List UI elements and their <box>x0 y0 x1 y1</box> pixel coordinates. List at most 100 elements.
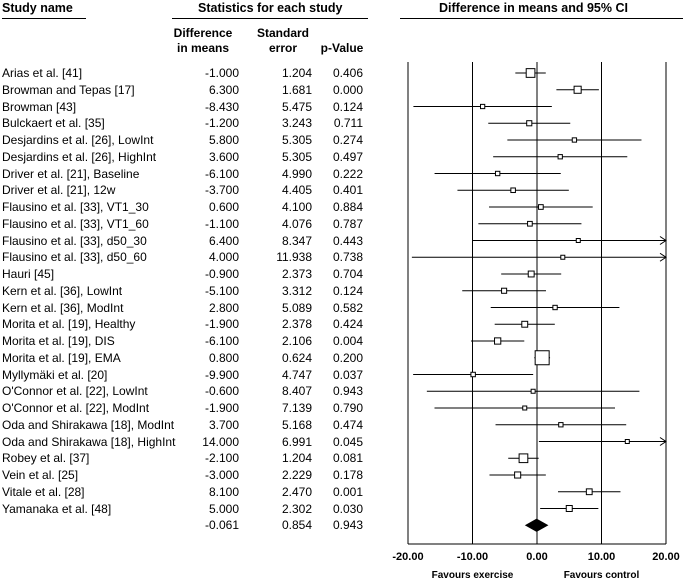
effect-square <box>557 154 563 160</box>
se-value: 3.312 <box>281 283 312 298</box>
effect-square <box>530 388 536 394</box>
diff-value: 3.700 <box>208 417 239 432</box>
se-value: 5.475 <box>281 99 312 114</box>
statistics-header: Statistics for each study <box>198 1 343 15</box>
se-value: 7.139 <box>281 401 312 415</box>
effect-square <box>585 488 593 496</box>
se-value: 4.990 <box>281 166 312 181</box>
diff-value: 0.600 <box>208 200 239 214</box>
p-value: 0.274 <box>332 133 363 147</box>
study-name: Flausino et al. [33], d50_60 <box>2 250 147 265</box>
p-value: 0.406 <box>332 66 363 80</box>
study-name-underline <box>2 18 86 19</box>
diff-value: -1.000 <box>204 66 239 80</box>
p-value: 0.884 <box>332 200 363 214</box>
diff-value: -3.000 <box>204 468 239 482</box>
study-name: Browman [43] <box>2 99 77 114</box>
study-name: Robey et al. [37] <box>2 451 90 466</box>
x-tick-label: 20.00 <box>652 551 680 563</box>
diff-value: 6.400 <box>208 233 239 248</box>
study-name: Flausino et al. [33], VT1_30 <box>2 200 149 214</box>
effect-square <box>501 287 508 294</box>
x-tick-label: 10.00 <box>588 551 616 563</box>
effect-square <box>573 85 582 94</box>
p-value: 0.704 <box>332 267 363 281</box>
favours-exercise-label: Favours exercise <box>432 570 514 578</box>
p-value: 0.582 <box>332 300 363 315</box>
p-value: 0.200 <box>332 350 363 365</box>
se-value: 2.302 <box>281 501 312 516</box>
se-value: 3.243 <box>281 116 312 131</box>
p-value: 0.004 <box>332 334 363 348</box>
se-value: 4.405 <box>281 183 312 198</box>
se-column-header: Standard error <box>252 26 314 56</box>
study-name: Kern et al. [36], LowInt <box>2 283 123 298</box>
summary-diamond <box>524 518 549 532</box>
p-value: 0.001 <box>332 484 363 499</box>
diff-value: 5.800 <box>208 133 239 147</box>
p-value: 0.738 <box>332 250 363 265</box>
study-name: Myllymäki et al. [20] <box>2 367 108 382</box>
se-value: 5.168 <box>281 417 312 432</box>
effect-square <box>575 238 581 243</box>
study-name: Arias et al. [41] <box>2 66 83 80</box>
diff-value: -2.100 <box>204 451 239 466</box>
p-column-header: p-Value <box>320 41 364 55</box>
effect-square <box>494 170 501 177</box>
summary-diff-value: -0.061 <box>204 518 239 533</box>
ci-arrow <box>659 437 667 446</box>
se-value: 1.204 <box>281 66 312 80</box>
se-value: 5.305 <box>281 133 312 147</box>
p-value: 0.424 <box>332 317 363 332</box>
se-value: 0.624 <box>281 350 312 365</box>
study-name: Oda and Shirakawa [18], HighInt <box>2 434 176 449</box>
diff-value: -6.100 <box>204 166 239 181</box>
effect-square <box>552 304 558 311</box>
effect-square <box>470 371 476 378</box>
diff-column-header: Difference in means <box>164 26 242 56</box>
diff-value: 5.000 <box>208 501 239 516</box>
diff-value: -1.200 <box>204 116 239 131</box>
se-value: 4.747 <box>281 367 312 382</box>
diff-value: -3.700 <box>204 183 239 198</box>
se-value: 2.378 <box>281 317 312 332</box>
diff-value: 0.800 <box>208 350 239 365</box>
diff-value: 2.800 <box>208 300 239 315</box>
x-tick-label: -20.00 <box>392 551 423 563</box>
study-name: Yamanaka et al. [48] <box>2 501 112 516</box>
p-value: 0.000 <box>332 82 363 97</box>
se-value: 1.204 <box>281 451 312 466</box>
study-name: Vein et al. [25] <box>2 468 79 482</box>
study-name: Desjardins et al. [26], LowInt <box>2 133 154 147</box>
diff-value: -5.100 <box>204 283 239 298</box>
study-name: Hauri [45] <box>2 267 55 281</box>
effect-square <box>527 220 533 227</box>
diff-value: -6.100 <box>204 334 239 348</box>
p-value: 0.178 <box>332 468 363 482</box>
effect-square <box>565 505 573 512</box>
diff-value: 4.000 <box>208 250 239 265</box>
se-value: 11.938 <box>276 250 312 265</box>
effect-square <box>526 120 533 127</box>
p-value: 0.943 <box>332 384 363 399</box>
study-name: Flausino et al. [33], VT1_60 <box>2 216 149 231</box>
p-value: 0.045 <box>332 434 363 449</box>
se-value: 4.076 <box>281 216 312 231</box>
study-name: Oda and Shirakawa [18], ModInt <box>2 417 175 432</box>
se-value: 8.347 <box>281 233 312 248</box>
effect-square <box>571 137 578 143</box>
se-value: 6.991 <box>281 434 312 449</box>
study-name: Vitale et al. [28] <box>2 484 85 499</box>
effect-square <box>518 453 529 464</box>
diff-value: -9.900 <box>204 367 239 382</box>
p-value: 0.037 <box>332 367 363 382</box>
study-name: Driver et al. [21], Baseline <box>2 166 140 181</box>
p-value: 0.081 <box>332 451 363 466</box>
statistics-underline <box>172 18 368 19</box>
study-name: Driver et al. [21], 12w <box>2 183 116 198</box>
diff-value: 3.600 <box>208 149 239 164</box>
favours-control-label: Favours control <box>564 570 640 578</box>
study-name: O'Connor et al. [22], ModInt <box>2 401 150 415</box>
diff-header-line1: Difference <box>173 26 233 40</box>
